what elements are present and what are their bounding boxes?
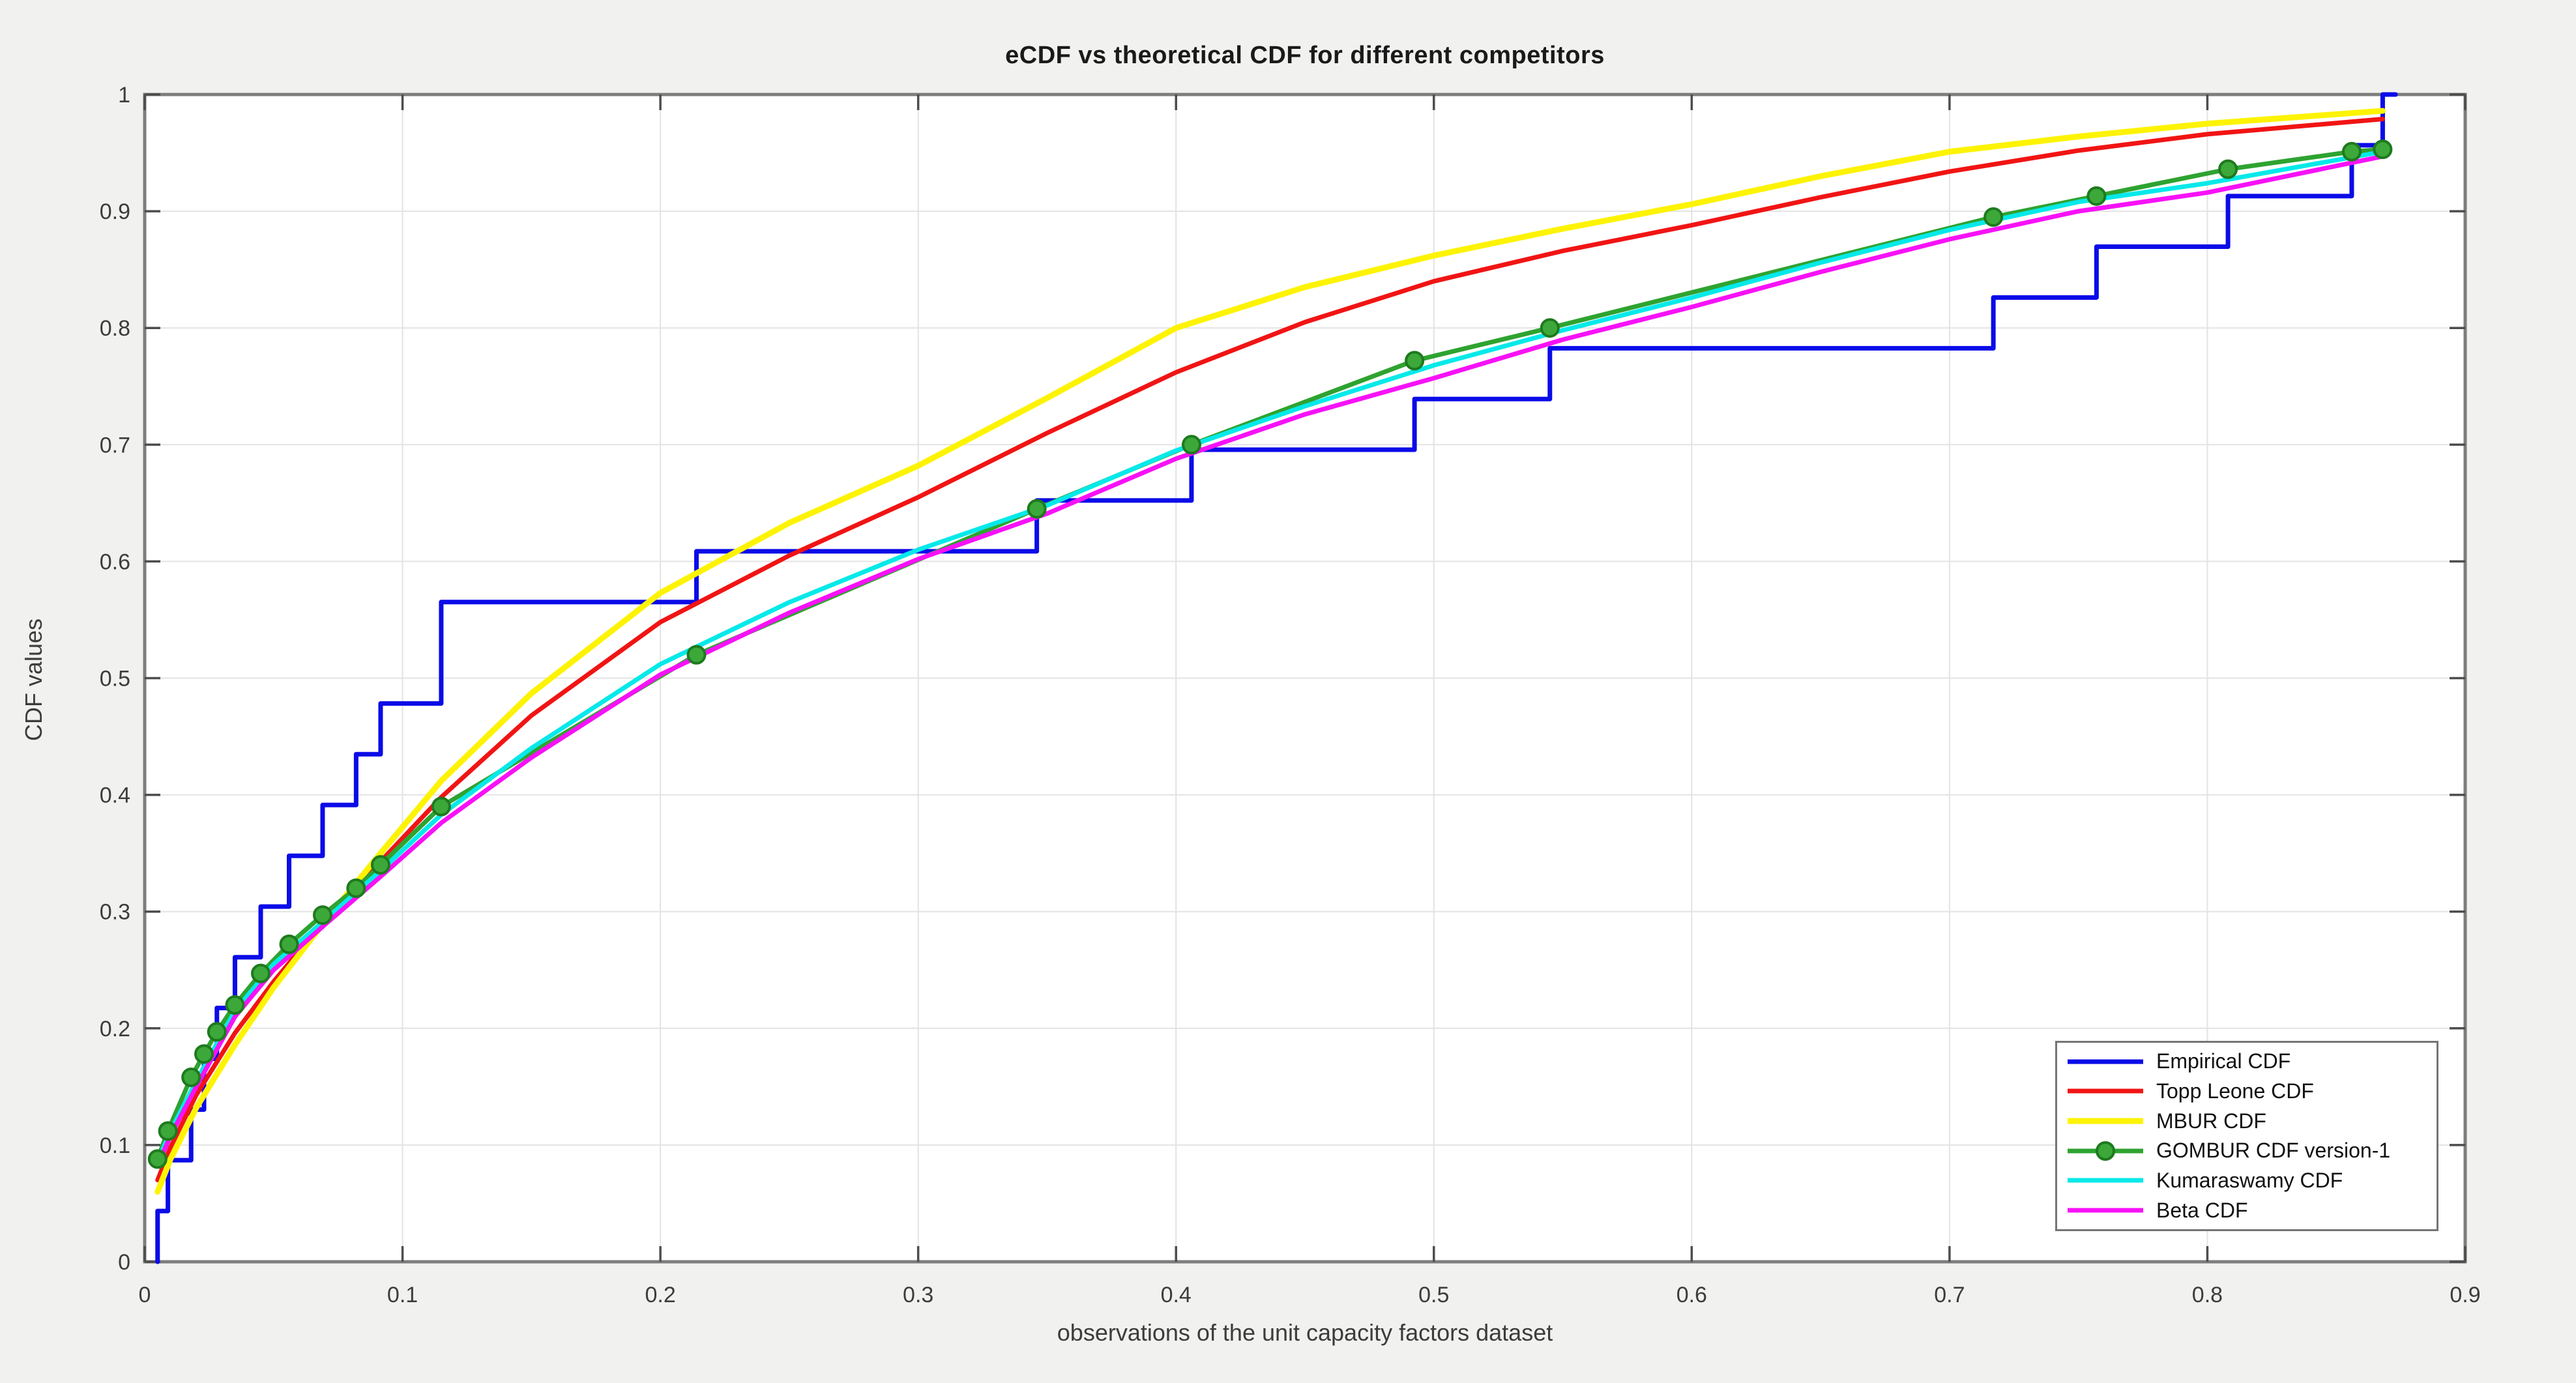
series-marker-gombur-cdf-version-1 xyxy=(194,1044,214,1064)
legend-entry[interactable]: Beta CDF xyxy=(2057,1196,2437,1225)
legend-entry-label: MBUR CDF xyxy=(2156,1109,2266,1133)
series-marker-gombur-cdf-version-1 xyxy=(1405,351,1425,371)
legend-box[interactable]: Empirical CDF Topp Leone CDF MBUR CDF GO… xyxy=(2055,1041,2438,1231)
legend-entry-label: Beta CDF xyxy=(2156,1198,2248,1222)
y-axis-label: CDF values xyxy=(20,618,47,742)
x-tick-label: 0.8 xyxy=(2192,1283,2223,1307)
legend-line-sample-icon xyxy=(2068,1178,2143,1183)
legend-entry[interactable]: Kumaraswamy CDF xyxy=(2057,1166,2437,1195)
series-marker-gombur-cdf-version-1 xyxy=(686,645,707,665)
y-tick-label: 0.4 xyxy=(100,783,130,808)
series-marker-gombur-cdf-version-1 xyxy=(346,878,366,898)
legend-entry[interactable]: Topp Leone CDF xyxy=(2057,1077,2437,1105)
series-marker-gombur-cdf-version-1 xyxy=(1181,435,1201,455)
y-tick-label: 0.6 xyxy=(100,549,130,574)
y-tick-label: 0.9 xyxy=(100,199,130,224)
x-tick-label: 0.1 xyxy=(387,1283,418,1307)
legend-entry-label: Kumaraswamy CDF xyxy=(2156,1168,2343,1192)
y-tick-label: 0.8 xyxy=(100,316,130,341)
series-marker-gombur-cdf-version-1 xyxy=(312,905,332,925)
series-line-gombur-cdf-version-1 xyxy=(155,147,2385,1161)
legend-sample-shape xyxy=(2096,1141,2115,1161)
series-marker-gombur-cdf-version-1 xyxy=(158,1121,178,1141)
legend-entry-label: Topp Leone CDF xyxy=(2156,1079,2314,1103)
series-marker-gombur-cdf-version-1 xyxy=(207,1022,227,1042)
y-tick-label: 0.1 xyxy=(100,1133,130,1158)
x-tick-label: 0.9 xyxy=(2450,1283,2480,1307)
legend-line-sample-icon xyxy=(2068,1118,2143,1124)
series-line-topp-leone-cdf xyxy=(155,117,2385,1183)
y-tick-label: 0.2 xyxy=(100,1017,130,1041)
legend-entry[interactable]: GOMBUR CDF version-1 xyxy=(2057,1137,2437,1165)
y-tick-label: 0 xyxy=(118,1250,130,1275)
legend-entry[interactable]: MBUR CDF xyxy=(2057,1107,2437,1135)
x-tick-label: 0.6 xyxy=(1676,1283,1707,1307)
series-marker-gombur-cdf-version-1 xyxy=(1027,499,1047,519)
series-marker-gombur-cdf-version-1 xyxy=(2373,139,2393,160)
series-marker-gombur-cdf-version-1 xyxy=(251,963,271,983)
legend-line-sample-icon xyxy=(2068,1208,2143,1213)
x-tick-label: 0.4 xyxy=(1161,1283,1192,1307)
legend-line-sample-icon xyxy=(2068,1088,2143,1094)
x-axis-label: observations of the unit capacity factor… xyxy=(1057,1319,1553,1346)
x-tick-label: 0.5 xyxy=(1418,1283,1449,1307)
y-tick-label: 0.7 xyxy=(100,433,130,458)
legend-entry[interactable]: Empirical CDF xyxy=(2057,1047,2437,1076)
legend-entry-label: Empirical CDF xyxy=(2156,1049,2291,1073)
legend-line-sample-icon xyxy=(2068,1141,2143,1161)
x-tick-label: 0 xyxy=(139,1283,151,1307)
series-marker-gombur-cdf-version-1 xyxy=(2218,159,2238,179)
series-marker-gombur-cdf-version-1 xyxy=(181,1068,201,1088)
series-marker-gombur-cdf-version-1 xyxy=(147,1149,168,1169)
series-line-mbur-cdf xyxy=(154,108,2386,1195)
legend-entry-label: GOMBUR CDF version-1 xyxy=(2156,1139,2391,1163)
series-marker-gombur-cdf-version-1 xyxy=(431,796,451,817)
series-marker-gombur-cdf-version-1 xyxy=(370,855,390,875)
series-marker-gombur-cdf-version-1 xyxy=(2086,186,2107,206)
series-marker-gombur-cdf-version-1 xyxy=(2341,141,2362,162)
series-marker-gombur-cdf-version-1 xyxy=(1540,318,1560,338)
y-tick-label: 1 xyxy=(118,83,130,108)
chart-title: eCDF vs theoretical CDF for different co… xyxy=(1005,42,1605,69)
series-marker-gombur-cdf-version-1 xyxy=(279,934,299,954)
y-tick-label: 0.5 xyxy=(100,667,130,691)
series-marker-gombur-cdf-version-1 xyxy=(1983,207,2004,227)
series-line-beta-cdf xyxy=(155,154,2385,1169)
legend-line-sample-icon xyxy=(2068,1059,2143,1064)
series-marker-gombur-cdf-version-1 xyxy=(225,995,245,1015)
x-tick-label: 0.2 xyxy=(645,1283,675,1307)
y-tick-label: 0.3 xyxy=(100,900,130,925)
x-tick-label: 0.3 xyxy=(903,1283,933,1307)
x-tick-label: 0.7 xyxy=(1934,1283,1965,1307)
